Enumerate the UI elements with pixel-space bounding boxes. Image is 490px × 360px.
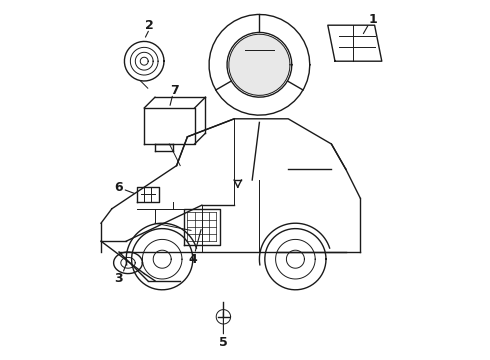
Text: 5: 5 (219, 336, 228, 349)
Text: 4: 4 (189, 253, 197, 266)
Text: 1: 1 (368, 13, 377, 26)
Polygon shape (229, 34, 290, 95)
Text: 3: 3 (114, 273, 122, 285)
Text: 2: 2 (145, 19, 154, 32)
Text: 6: 6 (114, 181, 122, 194)
Text: 7: 7 (171, 84, 179, 96)
